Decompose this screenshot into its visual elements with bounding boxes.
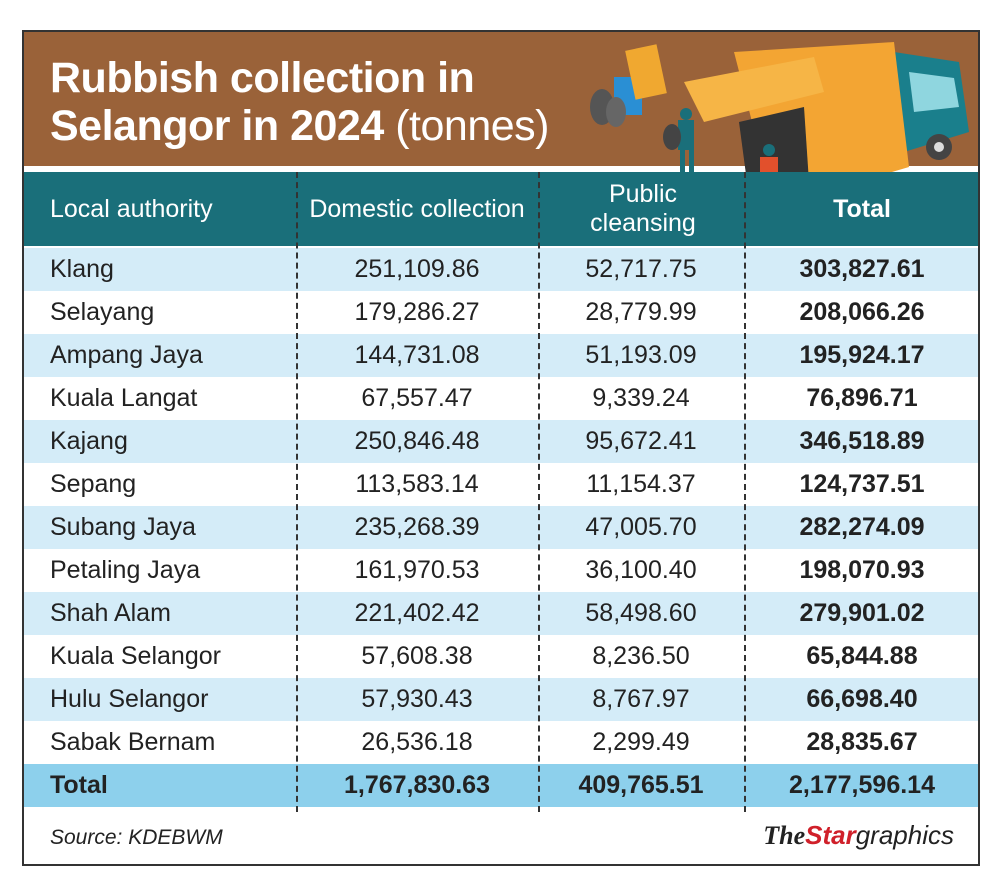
public-cleansing-cell: 9,339.24 <box>592 384 690 412</box>
title-unit: (tonnes) <box>395 102 549 150</box>
table-row: Petaling Jaya 161,970.53 36,100.40 198,070.… <box>24 549 978 592</box>
table-row: Hulu Selangor 57,930.43 8,767.97 66,698.40 <box>24 678 978 721</box>
public-cleansing-cell: 58,498.60 <box>585 599 697 627</box>
local-authority-cell: Hulu Selangor <box>50 685 209 713</box>
title-line-2: Selangor in 2024 <box>50 102 384 150</box>
logo-the: The <box>763 821 806 850</box>
total-cell: 2,177,596.14 <box>789 771 935 799</box>
public-cleansing-cell: 409,765.51 <box>578 771 704 799</box>
column-header-local-authority: Local authority <box>50 194 213 223</box>
infographic: Rubbish collection in Selangor in 2024 (… <box>22 30 980 866</box>
table-row: Klang 251,109.86 52,717.75 303,827.61 <box>24 248 978 291</box>
local-authority-cell: Petaling Jaya <box>50 556 201 584</box>
total-cell: 65,844.88 <box>806 642 918 670</box>
column-divider <box>744 172 746 812</box>
total-cell: 198,070.93 <box>799 556 925 584</box>
domestic-collection-cell: 250,846.48 <box>354 427 480 455</box>
local-authority-cell: Kuala Langat <box>50 384 198 412</box>
local-authority-cell: Subang Jaya <box>50 513 196 541</box>
total-cell: 282,274.09 <box>799 513 925 541</box>
total-cell: 66,698.40 <box>806 685 918 713</box>
total-row: Total 1,767,830.63 409,765.51 2,177,596.14 <box>24 764 978 807</box>
total-cell: 124,737.51 <box>799 470 925 498</box>
table-row: Kajang 250,846.48 95,672.41 346,518.89 <box>24 420 978 463</box>
table-row: Kuala Langat 67,557.47 9,339.24 76,896.71 <box>24 377 978 420</box>
source-note: Source: KDEBWM <box>50 826 223 849</box>
bins-icon <box>590 44 667 127</box>
local-authority-cell: Sabak Bernam <box>50 728 216 756</box>
chart-title: Rubbish collection in Selangor in 2024 (… <box>50 54 549 150</box>
total-cell: 346,518.89 <box>799 427 925 455</box>
domestic-collection-cell: 57,930.43 <box>361 685 473 713</box>
domestic-collection-cell: 251,109.86 <box>354 255 480 283</box>
total-cell: 76,896.71 <box>806 384 918 412</box>
public-cleansing-cell: 51,193.09 <box>585 341 697 369</box>
local-authority-cell: Ampang Jaya <box>50 341 203 369</box>
domestic-collection-cell: 144,731.08 <box>354 341 480 369</box>
public-cleansing-cell: 36,100.40 <box>585 556 697 584</box>
domestic-collection-cell: 113,583.14 <box>355 470 479 498</box>
title-line-1: Rubbish collection in <box>50 54 475 102</box>
public-cleansing-cell: 8,236.50 <box>592 642 690 670</box>
column-header-domestic-collection: Domestic collection <box>309 194 525 223</box>
the-star-graphics-logo: TheStargraphics <box>763 820 954 851</box>
domestic-collection-cell: 26,536.18 <box>361 728 473 756</box>
public-cleansing-cell: 8,767.97 <box>592 685 690 713</box>
local-authority-cell: Kajang <box>50 427 128 455</box>
public-cleansing-cell: 95,672.41 <box>585 427 697 455</box>
local-authority-cell: Sepang <box>50 470 137 498</box>
table-row: Shah Alam 221,402.42 58,498.60 279,901.02 <box>24 592 978 635</box>
column-header-total: Total <box>833 194 891 223</box>
table-header <box>24 172 978 246</box>
local-authority-cell: Shah Alam <box>50 599 171 627</box>
domestic-collection-cell: 161,970.53 <box>354 556 480 584</box>
domestic-collection-cell: 57,608.38 <box>361 642 473 670</box>
column-divider <box>296 172 298 812</box>
column-header-public-cleansing: Public cleansing <box>590 180 696 237</box>
domestic-collection-cell: 179,286.27 <box>354 298 480 326</box>
public-cleansing-cell: 47,005.70 <box>585 513 697 541</box>
local-authority-cell: Klang <box>50 255 114 283</box>
table-row: Sabak Bernam 26,536.18 2,299.49 28,835.67 <box>24 721 978 764</box>
logo-star: Star <box>805 820 856 850</box>
total-cell: 208,066.26 <box>799 298 925 326</box>
total-cell: 195,924.17 <box>799 341 925 369</box>
public-cleansing-cell: 11,154.37 <box>586 470 696 498</box>
table-row: Sepang 113,583.14 11,154.37 124,737.51 <box>24 463 978 506</box>
public-cleansing-cell: 2,299.49 <box>592 728 690 756</box>
table-row: Ampang Jaya 144,731.08 51,193.09 195,924.17 <box>24 334 978 377</box>
total-cell: 28,835.67 <box>806 728 918 756</box>
public-cleansing-cell: 28,779.99 <box>585 298 697 326</box>
domestic-collection-cell: 235,268.39 <box>354 513 480 541</box>
table-row: Subang Jaya 235,268.39 47,005.70 282,274.09 <box>24 506 978 549</box>
table-row: Selayang 179,286.27 28,779.99 208,066.26 <box>24 291 978 334</box>
table-row: Kuala Selangor 57,608.38 8,236.50 65,844.88 <box>24 635 978 678</box>
domestic-collection-cell: 67,557.47 <box>361 384 473 412</box>
column-divider <box>538 172 540 812</box>
worker-icon <box>663 108 694 180</box>
domestic-collection-cell: 221,402.42 <box>354 599 480 627</box>
local-authority-cell: Selayang <box>50 298 155 326</box>
total-cell: 279,901.02 <box>799 599 925 627</box>
total-cell: 303,827.61 <box>799 255 925 283</box>
logo-graphics: graphics <box>855 820 954 850</box>
public-cleansing-cell: 52,717.75 <box>585 255 697 283</box>
local-authority-cell: Total <box>50 771 108 799</box>
local-authority-cell: Kuala Selangor <box>50 642 221 670</box>
domestic-collection-cell: 1,767,830.63 <box>344 771 490 799</box>
